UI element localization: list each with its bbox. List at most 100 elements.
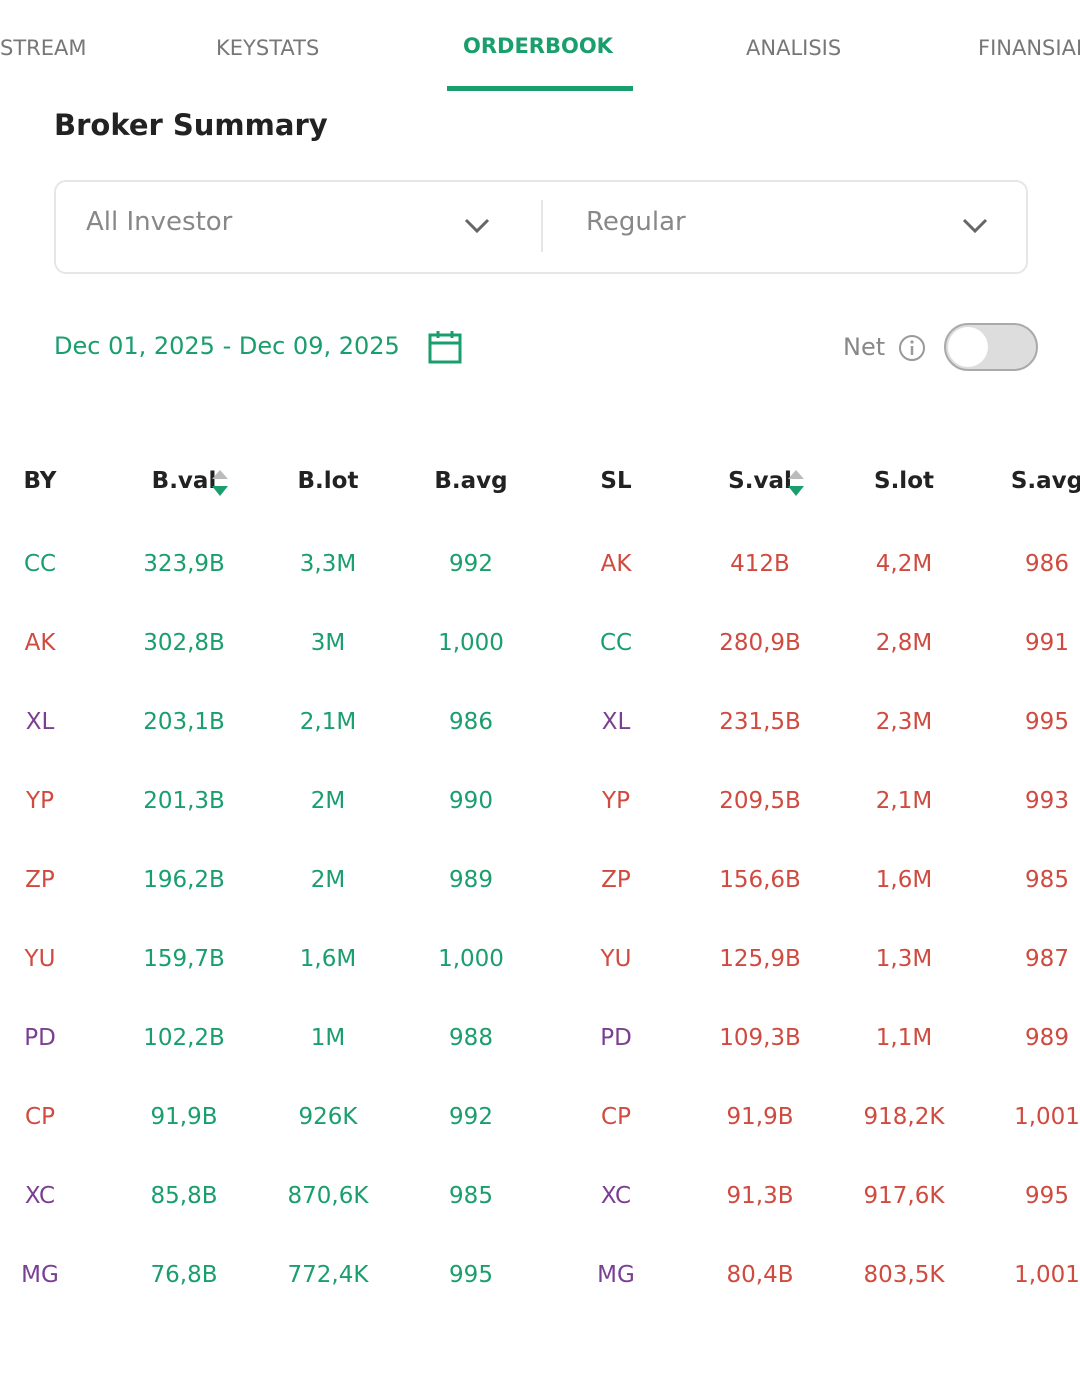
table-cell: 3M xyxy=(310,630,346,656)
column-header: B.lot xyxy=(297,468,359,494)
sort-icon xyxy=(212,470,228,496)
table-cell: 1M xyxy=(310,1025,346,1051)
table-cell: 1,000 xyxy=(438,946,504,972)
table-cell: 993 xyxy=(1025,788,1069,814)
table-cell: 988 xyxy=(449,1025,493,1051)
table-cell: 1,001 xyxy=(1014,1262,1080,1288)
table-cell: 91,9B xyxy=(726,1104,794,1130)
table-cell: 992 xyxy=(449,551,493,577)
chevron xyxy=(464,218,490,234)
table-cell: 2,8M xyxy=(875,630,933,656)
table-cell: 803,5K xyxy=(863,1262,945,1288)
broker-code: AK xyxy=(24,630,56,656)
table-cell: 926K xyxy=(298,1104,358,1130)
table-cell: 2,3M xyxy=(875,709,933,735)
table-cell: 995 xyxy=(449,1262,493,1288)
sort-icon xyxy=(788,470,804,496)
table-cell: 772,4K xyxy=(287,1262,369,1288)
table-cell: 918,2K xyxy=(863,1104,945,1130)
tab[interactable]: STREAM xyxy=(0,36,87,60)
table-cell: 159,7B xyxy=(143,946,225,972)
table-cell: 1,1M xyxy=(875,1025,933,1051)
table-cell: 992 xyxy=(449,1104,493,1130)
table-cell: 323,9B xyxy=(143,551,225,577)
table-cell: 156,6B xyxy=(719,867,801,893)
table-cell: 986 xyxy=(1025,551,1069,577)
broker-code: CP xyxy=(601,1104,631,1130)
broker-code: MG xyxy=(597,1262,635,1288)
divider xyxy=(541,200,543,252)
investor-dropdown[interactable]: All Investor xyxy=(86,207,233,237)
column-header: BY xyxy=(23,468,57,494)
table-cell: 1,000 xyxy=(438,630,504,656)
broker-code: XC xyxy=(600,1183,632,1209)
table-cell: 4,2M xyxy=(875,551,933,577)
broker-code: PD xyxy=(600,1025,632,1051)
column-header: S.avg xyxy=(1010,468,1080,494)
table-cell: 280,9B xyxy=(719,630,801,656)
broker-code: PD xyxy=(24,1025,56,1051)
column-header[interactable]: B.val xyxy=(151,468,217,494)
table-cell: 985 xyxy=(1025,867,1069,893)
table-cell: 985 xyxy=(449,1183,493,1209)
table-cell: 302,8B xyxy=(143,630,225,656)
table-cell: 989 xyxy=(449,867,493,893)
table-cell: 870,6K xyxy=(287,1183,369,1209)
broker-code: CC xyxy=(599,630,633,656)
table-cell: 125,9B xyxy=(719,946,801,972)
table-cell: 1,6M xyxy=(875,867,933,893)
table-cell: 2,1M xyxy=(299,709,357,735)
table-cell: 1,6M xyxy=(299,946,357,972)
tab[interactable]: ORDERBOOK xyxy=(463,34,613,58)
table-cell: 76,8B xyxy=(150,1262,218,1288)
broker-code: ZP xyxy=(601,867,631,893)
table-cell: 995 xyxy=(1025,1183,1069,1209)
table-cell: 2,1M xyxy=(875,788,933,814)
broker-code: ZP xyxy=(25,867,55,893)
broker-code: XL xyxy=(25,709,55,735)
column-header[interactable]: S.val xyxy=(728,468,792,494)
table-cell: 203,1B xyxy=(143,709,225,735)
tab-indicator xyxy=(447,86,633,91)
table-cell: 196,2B xyxy=(143,867,225,893)
table-cell: 990 xyxy=(449,788,493,814)
table-cell: 3,3M xyxy=(299,551,357,577)
calendar-icon[interactable] xyxy=(428,330,462,364)
table-cell: 109,3B xyxy=(719,1025,801,1051)
broker-code: YU xyxy=(600,946,632,972)
net-label: Net xyxy=(843,333,886,361)
chevron xyxy=(962,218,988,234)
table-cell: 2M xyxy=(310,867,346,893)
broker-code: YP xyxy=(26,788,54,814)
broker-code: XL xyxy=(601,709,631,735)
section-title: Broker Summary xyxy=(54,108,328,142)
table-cell: 91,3B xyxy=(726,1183,794,1209)
table-cell: 209,5B xyxy=(719,788,801,814)
table-cell: 1,001 xyxy=(1014,1104,1080,1130)
table-cell: 1,3M xyxy=(875,946,933,972)
table-cell: 91,9B xyxy=(150,1104,218,1130)
broker-code: CC xyxy=(23,551,57,577)
broker-code: YU xyxy=(24,946,56,972)
table-cell: 201,3B xyxy=(143,788,225,814)
info-icon[interactable] xyxy=(898,334,926,362)
table-cell: 412B xyxy=(730,551,790,577)
tab[interactable]: ANALISIS xyxy=(746,36,842,60)
table-cell: 102,2B xyxy=(143,1025,225,1051)
table-cell: 231,5B xyxy=(719,709,801,735)
table-cell: 986 xyxy=(449,709,493,735)
broker-code: MG xyxy=(21,1262,59,1288)
table-cell: 2M xyxy=(310,788,346,814)
table-cell: 989 xyxy=(1025,1025,1069,1051)
date-range[interactable]: Dec 01, 2025 - Dec 09, 2025 xyxy=(54,332,400,360)
net-toggle[interactable] xyxy=(943,322,1039,372)
market-dropdown[interactable]: Regular xyxy=(586,207,686,237)
table-cell: 85,8B xyxy=(150,1183,218,1209)
tab[interactable]: FINANSIAL xyxy=(978,36,1080,60)
table-cell: 991 xyxy=(1025,630,1069,656)
table-cell: 987 xyxy=(1025,946,1069,972)
table-cell: 917,6K xyxy=(863,1183,945,1209)
tab[interactable]: KEYSTATS xyxy=(216,36,320,60)
table-cell: 80,4B xyxy=(726,1262,794,1288)
